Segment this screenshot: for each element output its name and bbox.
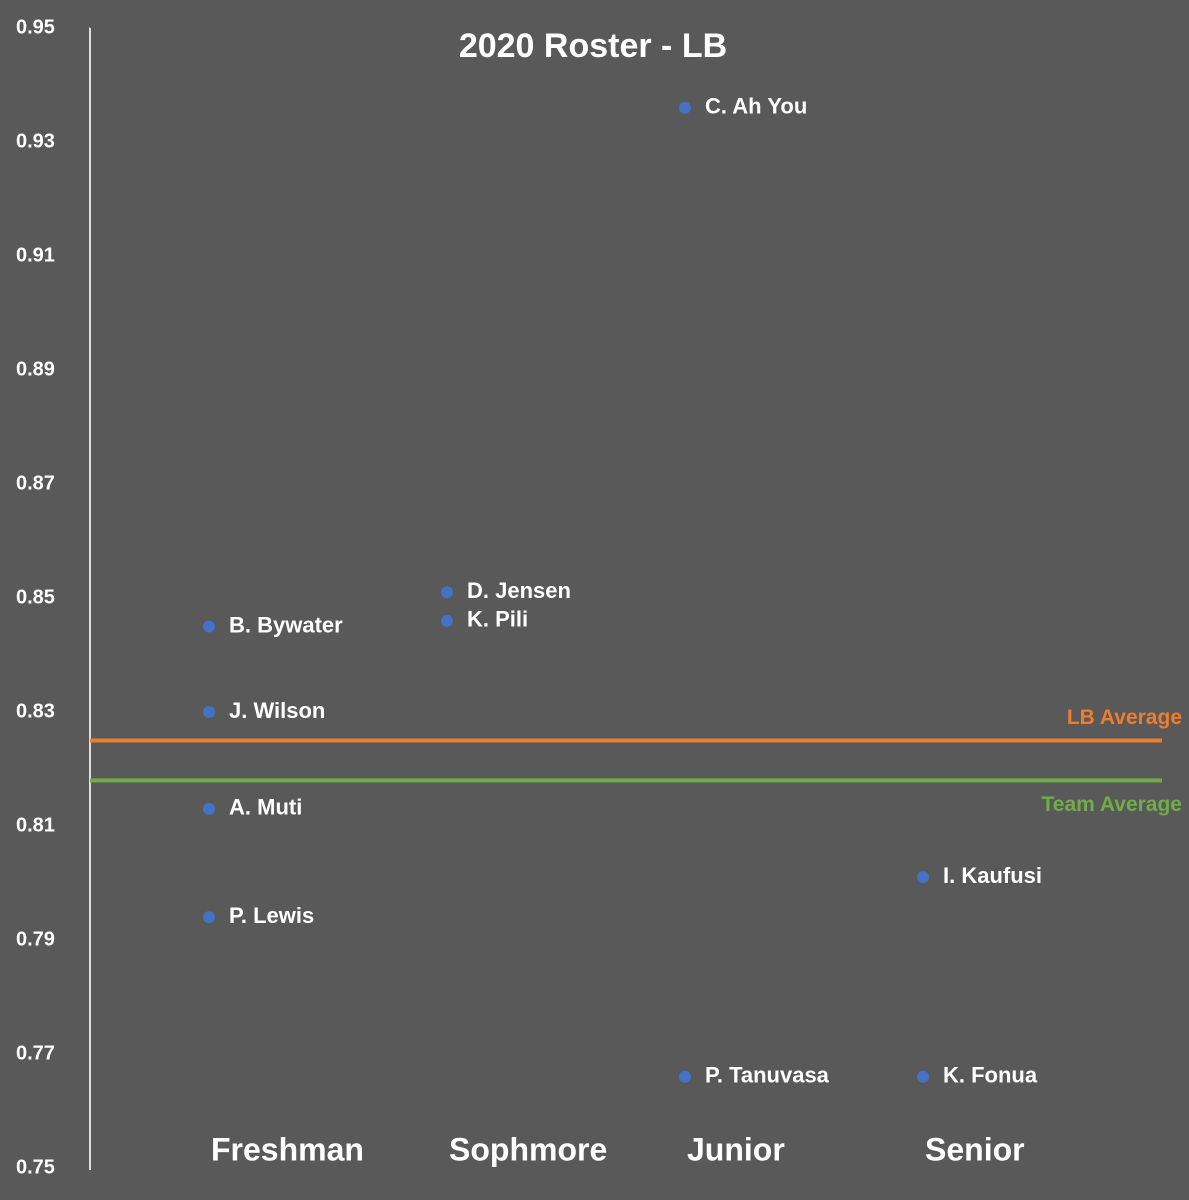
- point: [203, 620, 215, 633]
- point-label: P. Lewis: [229, 903, 314, 928]
- y-tick-label: 0.95: [16, 16, 55, 38]
- point: [441, 614, 453, 627]
- point: [203, 802, 215, 815]
- point-label: K. Pili: [467, 607, 528, 632]
- point-label: C. Ah You: [705, 94, 807, 119]
- y-tick-label: 0.89: [16, 358, 55, 380]
- point-label: D. Jensen: [467, 578, 571, 603]
- point: [203, 706, 215, 718]
- point: [203, 911, 215, 924]
- y-tick-label: 0.79: [16, 928, 55, 950]
- x-tick-label: Sophmore: [449, 1131, 607, 1167]
- point: [917, 1070, 929, 1083]
- point-label: P. Tanuvasa: [705, 1063, 830, 1088]
- point: [917, 871, 929, 884]
- x-tick-label: Senior: [925, 1131, 1025, 1167]
- y-tick-label: 0.77: [16, 1042, 55, 1064]
- point-label: I. Kaufusi: [943, 863, 1042, 888]
- point-label: J. Wilson: [229, 698, 325, 723]
- y-tick-label: 0.91: [16, 244, 55, 266]
- y-tick-label: 0.75: [16, 1156, 55, 1178]
- x-tick-label: Freshman: [211, 1131, 364, 1167]
- x-tick-label: Junior: [687, 1131, 785, 1167]
- y-tick-label: 0.81: [16, 814, 55, 836]
- y-tick-label: 0.83: [16, 700, 55, 722]
- y-tick-label: 0.87: [16, 472, 55, 494]
- point-label: K. Fonua: [943, 1063, 1038, 1088]
- reference-label: LB Average: [1067, 706, 1182, 729]
- point: [679, 101, 691, 114]
- point: [441, 586, 453, 599]
- y-tick-label: 0.85: [16, 586, 55, 608]
- point-label: B. Bywater: [229, 612, 343, 637]
- chart-title: 2020 Roster - LB: [459, 27, 727, 65]
- y-tick-label: 0.93: [16, 130, 55, 152]
- point: [679, 1070, 691, 1083]
- reference-label: Team Average: [1042, 793, 1182, 816]
- point-label: A. Muti: [229, 795, 302, 820]
